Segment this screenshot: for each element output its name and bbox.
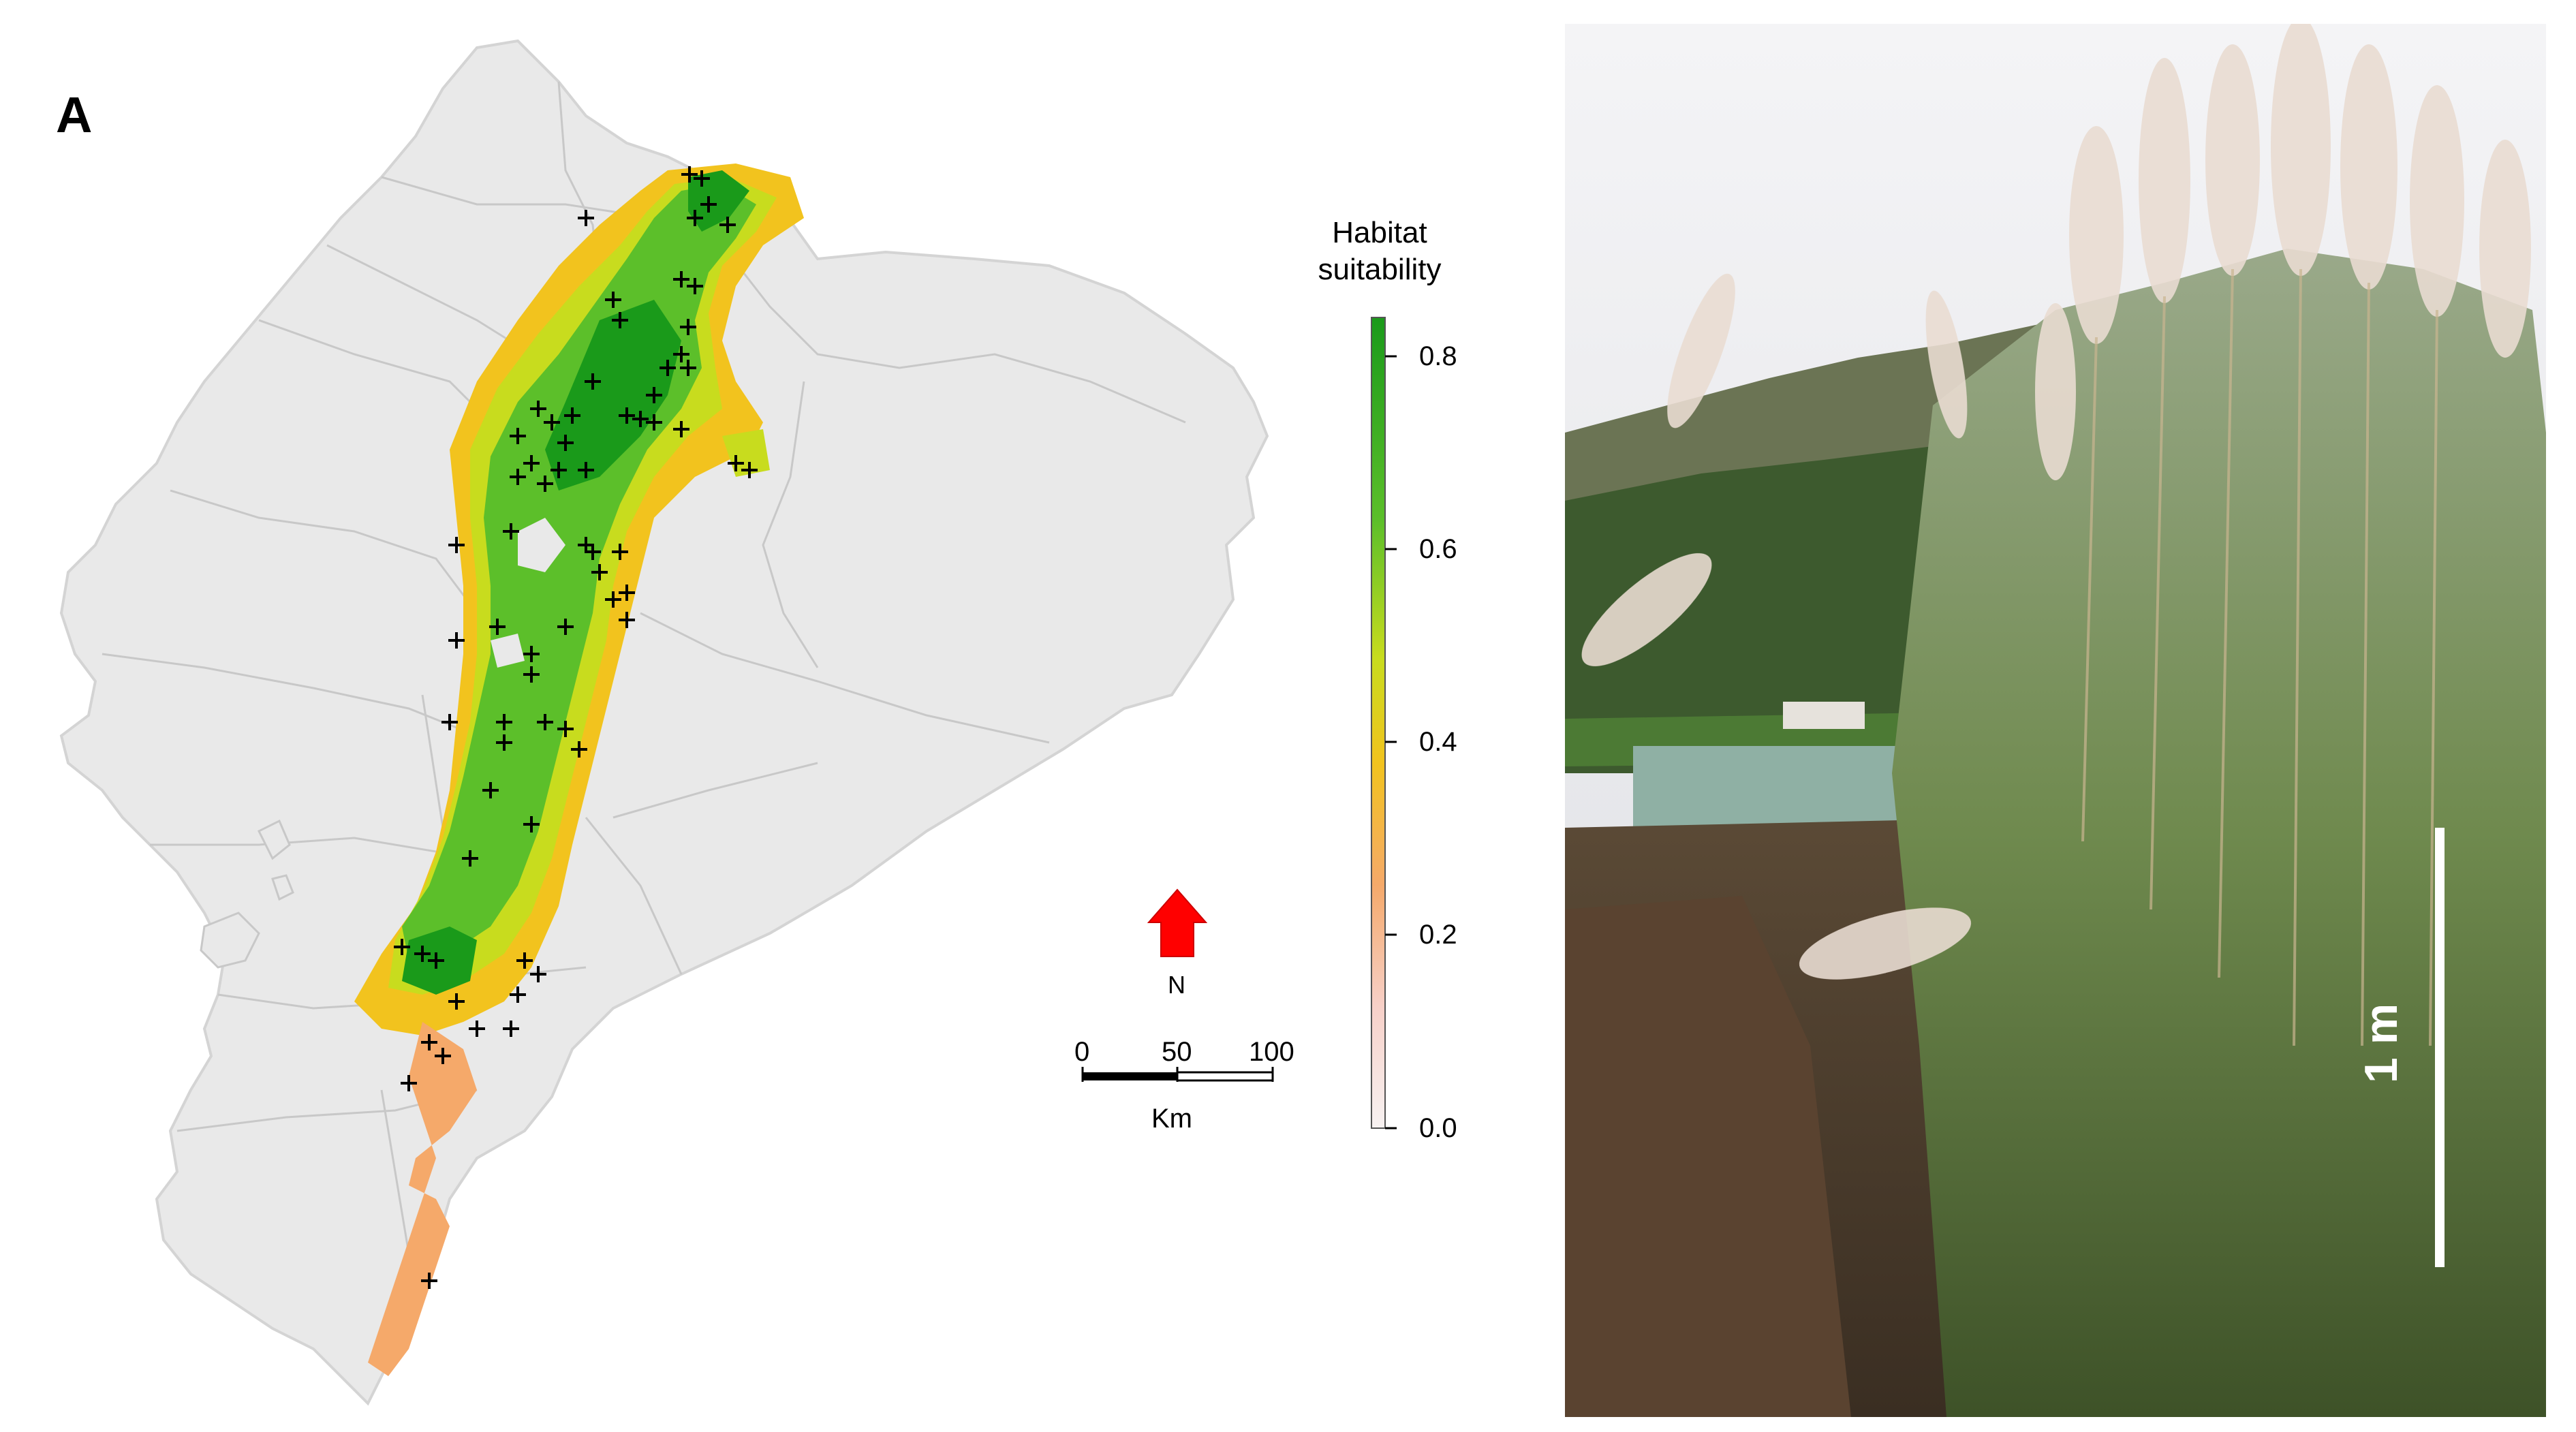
- occurrence-point: [585, 544, 601, 560]
- occurrence-point: [482, 782, 499, 798]
- occurrence-point: [612, 312, 628, 328]
- occurrence-point: [435, 1048, 451, 1064]
- occurrence-point: [469, 1021, 485, 1037]
- occurrence-point: [503, 523, 519, 540]
- occurrence-point: [523, 666, 540, 683]
- legend-title-line2: suitability: [1318, 252, 1442, 286]
- occurrence-point: [448, 632, 465, 649]
- occurrence-point: [421, 1273, 437, 1289]
- occurrence-point: [564, 407, 580, 424]
- occurrence-point: [673, 346, 689, 362]
- occurrence-point: [646, 414, 662, 431]
- occurrence-point: [700, 196, 717, 213]
- occurrence-point: [728, 455, 744, 471]
- occurrence-point: [578, 210, 594, 226]
- occurrence-point: [646, 387, 662, 403]
- pampas-grass-photo: [1565, 24, 2546, 1417]
- occurrence-point: [516, 952, 533, 969]
- occurrence-point: [523, 816, 540, 832]
- occurrence-point: [448, 537, 465, 553]
- occurrence-point: [496, 714, 512, 730]
- panel-a-label: A: [56, 87, 93, 143]
- legend-tick-label: 0.8: [1419, 341, 1457, 371]
- occurrence-point: [585, 373, 601, 390]
- occurrence-point: [605, 292, 621, 308]
- occurrence-point: [414, 946, 431, 962]
- occurrence-point: [591, 564, 608, 580]
- photo-scale-label: 1 m: [2355, 1003, 2407, 1083]
- occurrence-point: [448, 993, 465, 1010]
- occurrence-point: [550, 462, 567, 478]
- occurrence-point: [401, 1075, 417, 1091]
- legend-tick-label: 0.0: [1419, 1113, 1457, 1143]
- legend-title-line1: Habitat: [1332, 216, 1427, 249]
- occurrence-point: [571, 741, 587, 758]
- occurrence-point: [421, 1034, 437, 1050]
- legend-tick-label: 0.4: [1419, 727, 1457, 757]
- north-label: N: [1168, 971, 1185, 999]
- occurrence-point: [537, 476, 553, 492]
- occurrence-point: [523, 646, 540, 662]
- occurrence-point: [530, 966, 546, 982]
- occurrence-point: [619, 585, 635, 601]
- occurrence-point: [557, 721, 574, 737]
- scale-bar: [1081, 1067, 1274, 1082]
- occurrence-point: [489, 619, 506, 635]
- coastal-islands: [200, 819, 294, 969]
- occurrence-point: [687, 210, 703, 226]
- occurrence-point: [510, 428, 526, 444]
- legend-tick-label: 0.2: [1419, 920, 1457, 950]
- occurrence-point: [619, 612, 635, 628]
- legend-colorbar: [1371, 317, 1397, 1130]
- north-arrow-icon: [1147, 888, 1208, 957]
- occurrence-point: [632, 411, 649, 427]
- scale-tick-label: 0: [1074, 1037, 1090, 1067]
- legend-title: Habitat suitability: [1277, 215, 1482, 287]
- occurrence-point: [619, 407, 635, 424]
- occurrence-point: [694, 170, 710, 187]
- occurrence-point: [441, 714, 458, 730]
- scale-tick-label: 100: [1249, 1037, 1294, 1067]
- occurrence-point: [681, 166, 698, 183]
- scale-tick-label: 50: [1162, 1037, 1192, 1067]
- occurrence-point: [557, 619, 574, 635]
- occurrence-point: [510, 986, 526, 1003]
- occurrence-point: [496, 734, 512, 751]
- occurrence-point: [503, 1021, 519, 1037]
- occurrence-point: [659, 360, 676, 376]
- occurrence-point: [680, 360, 696, 376]
- occurrence-point: [673, 271, 689, 287]
- habitat-map: [59, 39, 1397, 1406]
- occurrence-point: [510, 469, 526, 485]
- occurrence-point: [523, 455, 540, 471]
- occurrence-point: [462, 850, 478, 867]
- occurrence-points: [394, 166, 758, 1289]
- scale-unit-label: Km: [1151, 1104, 1192, 1134]
- occurrence-point: [612, 544, 628, 560]
- occurrence-point: [394, 939, 410, 955]
- occurrence-point: [741, 462, 758, 478]
- occurrence-point: [605, 591, 621, 608]
- occurrence-point: [530, 401, 546, 417]
- occurrence-point: [680, 319, 696, 335]
- occurrence-point: [578, 462, 594, 478]
- occurrence-point: [537, 714, 553, 730]
- occurrence-point: [557, 435, 574, 451]
- occurrence-point: [673, 421, 689, 437]
- occurrence-point: [719, 217, 736, 233]
- occurrence-point: [687, 278, 703, 294]
- legend-tick-label: 0.6: [1419, 534, 1457, 564]
- occurrence-point: [544, 414, 560, 431]
- occurrence-point: [428, 952, 444, 969]
- country-outline: [59, 39, 1269, 1406]
